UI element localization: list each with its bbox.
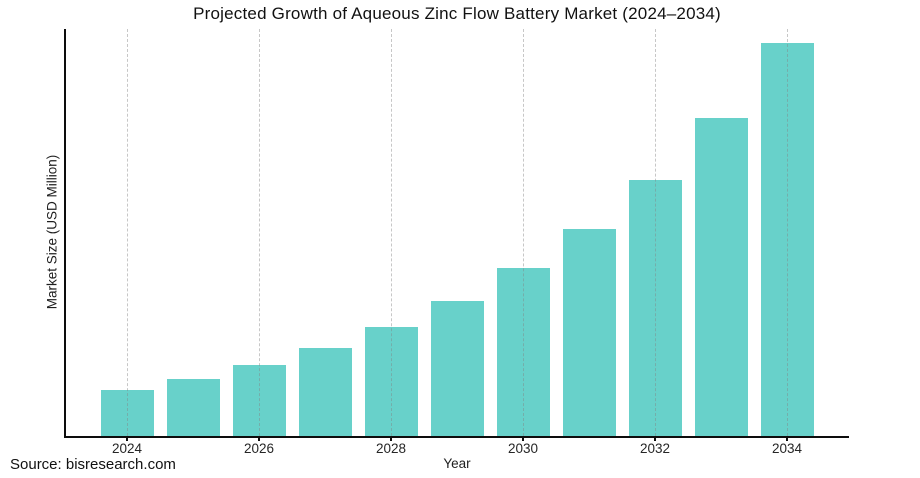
x-tick-2028	[390, 436, 392, 441]
x-tick-label-2034: 2034	[771, 441, 803, 456]
bar-2031	[562, 229, 616, 436]
x-tick-2030	[522, 436, 524, 441]
x-tick-label-2026: 2026	[243, 441, 275, 456]
bar-2024	[100, 390, 154, 436]
bar-2028	[364, 327, 418, 436]
bar-2027	[298, 348, 352, 436]
x-axis-label: Year	[443, 456, 471, 471]
vertical-gridline-2026	[258, 29, 260, 436]
bar-2026	[232, 365, 286, 436]
vertical-gridline-2032	[654, 29, 656, 436]
bar-2033	[694, 118, 748, 436]
x-tick-2034	[786, 436, 788, 441]
bar-2030	[496, 268, 550, 436]
vertical-gridline-2034	[786, 29, 788, 436]
bar-2029	[430, 301, 484, 436]
x-tick-label-2030: 2030	[507, 441, 539, 456]
plot-area: 2024 2026 2028 2030 2032 2034	[66, 29, 848, 456]
x-tick-2026	[258, 436, 260, 441]
x-tick-label-2024: 2024	[111, 441, 143, 456]
x-tick-2032	[654, 436, 656, 441]
vertical-gridline-2028	[390, 29, 392, 436]
vertical-gridline-2030	[522, 29, 524, 436]
x-tick-label-2028: 2028	[375, 441, 407, 456]
x-axis-spine	[64, 436, 849, 438]
chart-title: Projected Growth of Aqueous Zinc Flow Ba…	[193, 4, 721, 23]
y-axis-label: Market Size (USD Million)	[44, 154, 60, 310]
bar-2032	[628, 180, 682, 436]
x-tick-label-2032: 2032	[639, 441, 671, 456]
bar-2034	[760, 43, 814, 436]
vertical-gridline-2024	[126, 29, 128, 436]
y-axis-spine	[64, 29, 66, 438]
source-attribution: Source: bisresearch.com	[10, 456, 176, 473]
x-tick-2024	[126, 436, 128, 441]
bar-2025	[166, 379, 220, 436]
